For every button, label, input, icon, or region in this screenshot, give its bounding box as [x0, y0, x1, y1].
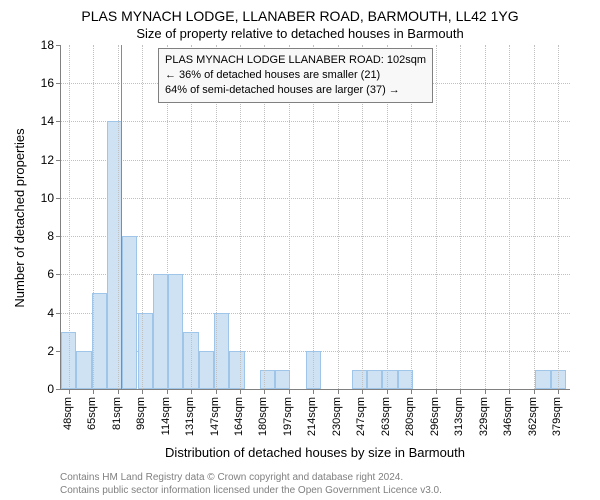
- xtick-label: 379sqm: [551, 397, 563, 436]
- xtick-mark: [142, 389, 143, 394]
- chart-subtitle: Size of property relative to detached ho…: [0, 26, 600, 41]
- xtick-mark: [362, 389, 363, 394]
- annotation-box: PLAS MYNACH LODGE LLANABER ROAD: 102sqm …: [158, 48, 433, 103]
- bar: [199, 351, 214, 389]
- bar: [122, 236, 137, 389]
- ytick-mark: [56, 121, 61, 122]
- ytick-mark: [56, 83, 61, 84]
- xtick-label: 131sqm: [184, 397, 196, 436]
- gridline-v: [93, 45, 94, 389]
- bar: [260, 370, 275, 389]
- xtick-label: 180sqm: [257, 397, 269, 436]
- bar: [352, 370, 367, 389]
- bar: [229, 351, 244, 389]
- gridline-v: [558, 45, 559, 389]
- footer-attribution: Contains HM Land Registry data © Crown c…: [60, 472, 442, 497]
- footer-line: Contains HM Land Registry data © Crown c…: [60, 472, 442, 485]
- ytick-mark: [56, 236, 61, 237]
- xtick-mark: [558, 389, 559, 394]
- xtick-label: 81sqm: [111, 397, 123, 430]
- ytick-label: 6: [24, 267, 54, 281]
- xtick-label: 164sqm: [233, 397, 245, 436]
- gridline-v: [509, 45, 510, 389]
- xtick-mark: [460, 389, 461, 394]
- annotation-line: 64% of semi-detached houses are larger (…: [165, 83, 426, 98]
- gridline-h: [61, 160, 570, 161]
- gridline-v: [69, 45, 70, 389]
- xtick-mark: [313, 389, 314, 394]
- xtick-label: 362sqm: [527, 397, 539, 436]
- xtick-mark: [534, 389, 535, 394]
- ytick-label: 10: [24, 191, 54, 205]
- ytick-mark: [56, 198, 61, 199]
- ytick-mark: [56, 313, 61, 314]
- xtick-label: 48sqm: [62, 397, 74, 430]
- gridline-v: [118, 45, 119, 389]
- ytick-label: 16: [24, 76, 54, 90]
- ytick-mark: [56, 389, 61, 390]
- bar: [367, 370, 382, 389]
- xtick-label: 280sqm: [404, 397, 416, 436]
- xtick-mark: [289, 389, 290, 394]
- bar: [138, 313, 153, 389]
- ytick-label: 8: [24, 229, 54, 243]
- xtick-label: 197sqm: [282, 397, 294, 436]
- xtick-label: 263sqm: [380, 397, 392, 436]
- xtick-mark: [411, 389, 412, 394]
- xtick-mark: [69, 389, 70, 394]
- reference-line: [121, 45, 122, 389]
- ytick-label: 14: [24, 114, 54, 128]
- annotation-line: ← 36% of detached houses are smaller (21…: [165, 68, 426, 83]
- ytick-mark: [56, 45, 61, 46]
- gridline-v: [142, 45, 143, 389]
- xtick-label: 114sqm: [160, 397, 172, 435]
- xtick-mark: [93, 389, 94, 394]
- xtick-label: 214sqm: [306, 397, 318, 436]
- xtick-label: 296sqm: [429, 397, 441, 436]
- xtick-mark: [216, 389, 217, 394]
- gridline-v: [534, 45, 535, 389]
- xtick-mark: [264, 389, 265, 394]
- gridline-v: [485, 45, 486, 389]
- xtick-mark: [338, 389, 339, 394]
- xtick-label: 230sqm: [331, 397, 343, 436]
- xtick-mark: [167, 389, 168, 394]
- gridline-h: [61, 121, 570, 122]
- ytick-label: 12: [24, 153, 54, 167]
- x-axis-label: Distribution of detached houses by size …: [60, 445, 570, 460]
- xtick-label: 313sqm: [453, 397, 465, 436]
- chart-container: PLAS MYNACH LODGE, LLANABER ROAD, BARMOU…: [0, 0, 600, 500]
- xtick-mark: [191, 389, 192, 394]
- ytick-label: 0: [24, 382, 54, 396]
- xtick-mark: [240, 389, 241, 394]
- xtick-mark: [436, 389, 437, 394]
- xtick-mark: [485, 389, 486, 394]
- xtick-label: 98sqm: [135, 397, 147, 430]
- ytick-label: 18: [24, 38, 54, 52]
- bar: [76, 351, 91, 389]
- xtick-mark: [387, 389, 388, 394]
- bar: [382, 370, 397, 389]
- bar: [535, 370, 550, 389]
- xtick-label: 247sqm: [355, 397, 367, 436]
- gridline-v: [460, 45, 461, 389]
- chart-title: PLAS MYNACH LODGE, LLANABER ROAD, BARMOU…: [0, 8, 600, 24]
- gridline-h: [61, 198, 570, 199]
- xtick-label: 147sqm: [209, 397, 221, 436]
- footer-line: Contains public sector information licen…: [60, 485, 442, 498]
- ytick-mark: [56, 160, 61, 161]
- ytick-label: 2: [24, 344, 54, 358]
- xtick-label: 65sqm: [86, 397, 98, 430]
- annotation-line: PLAS MYNACH LODGE LLANABER ROAD: 102sqm: [165, 53, 426, 68]
- bar: [168, 274, 183, 389]
- ytick-label: 4: [24, 306, 54, 320]
- xtick-mark: [118, 389, 119, 394]
- xtick-label: 329sqm: [478, 397, 490, 436]
- xtick-mark: [509, 389, 510, 394]
- ytick-mark: [56, 274, 61, 275]
- xtick-label: 346sqm: [502, 397, 514, 436]
- gridline-v: [436, 45, 437, 389]
